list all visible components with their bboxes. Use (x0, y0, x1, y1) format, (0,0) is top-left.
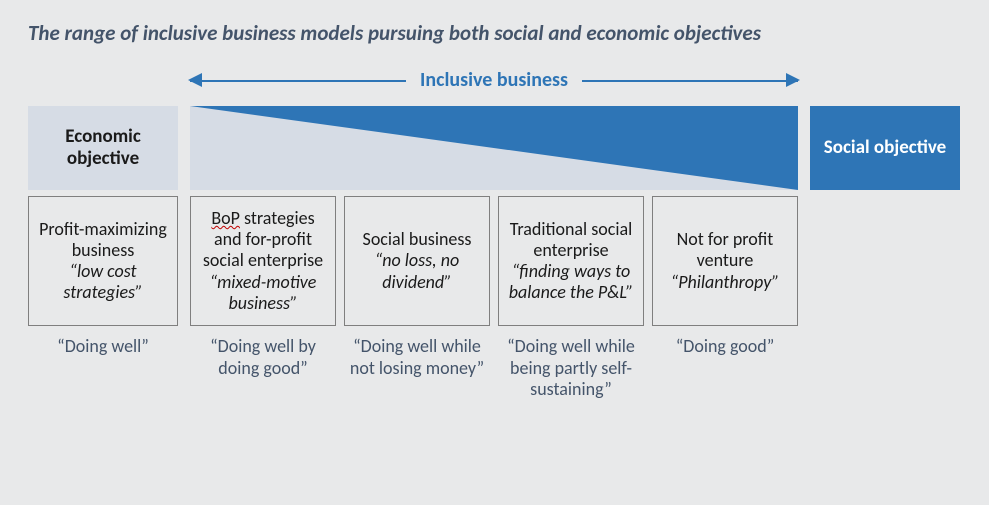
card-not-for-profit: Not for profit venture “Philanthropy” (652, 196, 798, 326)
inclusive-business-arrow: Inclusive business (190, 64, 798, 96)
card-text: Not for profit venture (661, 229, 789, 271)
gap (644, 196, 652, 326)
gradient-triangle (190, 106, 798, 190)
gap (644, 330, 652, 401)
diagram-canvas: The range of inclusive business models p… (0, 0, 989, 505)
gap (490, 196, 498, 326)
gap (798, 106, 810, 190)
arrow-label: Inclusive business (406, 68, 582, 92)
card-bop-strategies: BoP strategies and for-profit social ent… (190, 196, 336, 326)
card-traditional-social-enterprise: Traditional social enterprise “finding w… (498, 196, 644, 326)
caption-doing-good: “Doing good” (652, 330, 798, 401)
card-text: Traditional social enterprise (507, 219, 635, 261)
gap (178, 330, 190, 401)
card-text: Profit-maximizing business (37, 219, 169, 261)
gap (178, 106, 190, 190)
card-quote: “finding ways to balance the P&L” (507, 261, 635, 303)
card-profit-maximizing: Profit-maximizing business “low cost str… (28, 196, 178, 326)
caption-doing-well-by-doing-good: “Doing well by doing good” (190, 330, 336, 401)
arrow-head-right-icon (786, 73, 800, 87)
caption-doing-well-self-sustaining: “Doing well while being partly self-sust… (498, 330, 644, 401)
gap (178, 196, 190, 326)
social-objective-box: Social objective (810, 106, 960, 190)
gap (336, 330, 344, 401)
card-quote: “Philanthropy” (671, 272, 780, 293)
card-text: Social business (363, 229, 472, 250)
caption-doing-well: “Doing well” (28, 330, 178, 401)
card-quote: “low cost strategies” (37, 261, 169, 303)
economic-objective-box: Economic objective (28, 106, 178, 190)
card-quote: “mixed-motive business” (199, 272, 327, 314)
card-text: BoP strategies and for-profit social ent… (199, 208, 327, 272)
caption-doing-well-not-losing: “Doing well while not losing money” (344, 330, 490, 401)
card-quote: “no loss, no dividend” (353, 250, 481, 292)
diagram-grid: Economic objective Social objective Prof… (28, 106, 961, 401)
gap (490, 330, 498, 401)
arrow-head-left-icon (188, 73, 202, 87)
diagram-title: The range of inclusive business models p… (28, 20, 961, 46)
card-social-business: Social business “no loss, no dividend” (344, 196, 490, 326)
gap (336, 196, 344, 326)
